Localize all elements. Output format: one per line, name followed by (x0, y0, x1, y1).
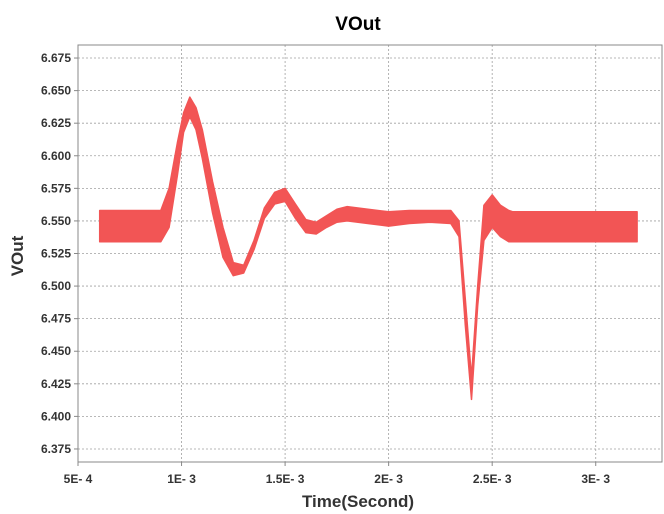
y-tick-label: 6.600 (41, 149, 71, 163)
x-axis-ticks: 5E- 4 1E- 3 1.5E- 3 2E- 3 2.5E- 3 3E- 3 (64, 462, 610, 486)
y-tick-label: 6.675 (41, 51, 71, 65)
x-tick-label: 2.5E- 3 (473, 472, 512, 486)
y-tick-label: 6.475 (41, 312, 71, 326)
y-axis-ticks: 6.375 6.400 6.425 6.450 6.475 6.500 6.525 6.550… (41, 51, 78, 456)
y-tick-label: 6.525 (41, 247, 71, 261)
y-axis-label: VOut (8, 235, 27, 276)
y-tick-label: 6.450 (41, 344, 71, 358)
y-tick-label: 6.375 (41, 442, 71, 456)
y-tick-label: 6.400 (41, 409, 71, 423)
x-tick-label: 2E- 3 (374, 472, 403, 486)
x-tick-label: 3E- 3 (581, 472, 610, 486)
y-tick-label: 6.650 (41, 84, 71, 98)
series-band (98, 96, 638, 401)
y-tick-label: 6.550 (41, 214, 71, 228)
y-tick-label: 6.625 (41, 116, 71, 130)
series-layer (98, 96, 638, 401)
x-tick-label: 1E- 3 (167, 472, 196, 486)
grid (77, 45, 662, 462)
x-axis-label: Time(Second) (302, 492, 414, 511)
y-tick-label: 6.500 (41, 279, 71, 293)
y-tick-label: 6.575 (41, 181, 71, 195)
x-tick-label: 1.5E- 3 (266, 472, 305, 486)
y-tick-label: 6.425 (41, 377, 71, 391)
x-tick-label: 5E- 4 (64, 472, 93, 486)
chart-title: VOut (335, 14, 381, 35)
